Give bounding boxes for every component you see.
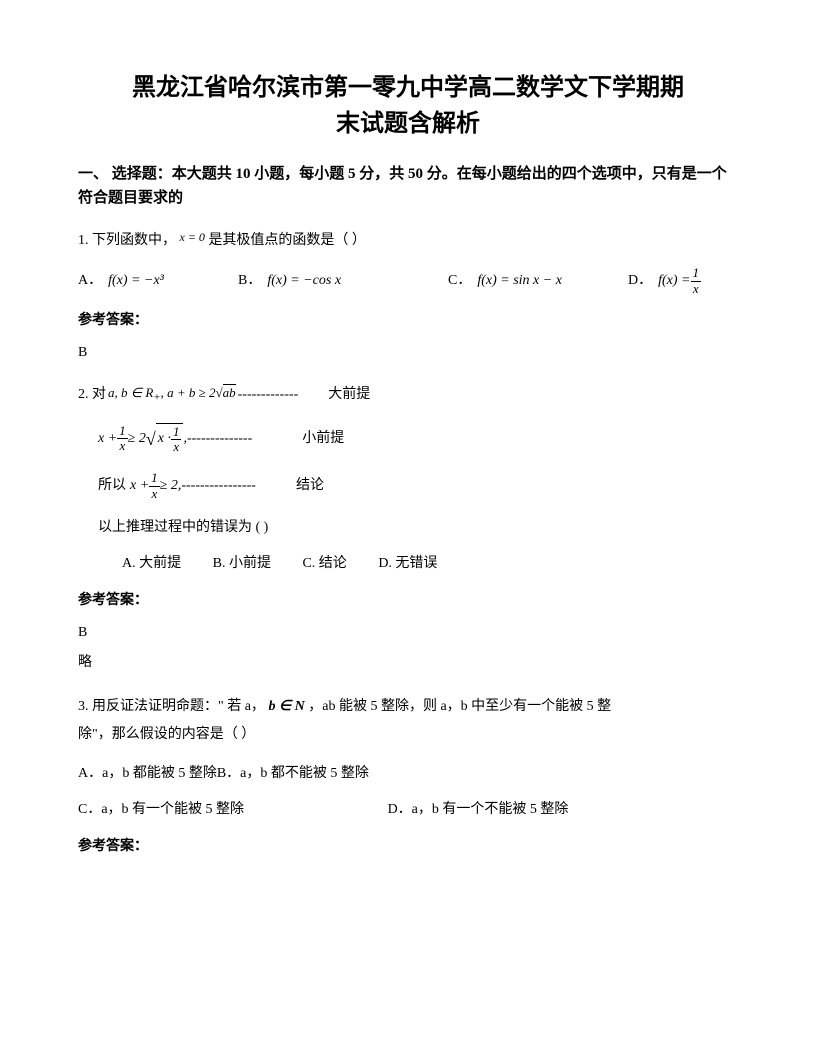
q3-stem-prefix: 3. 用反证法证明命题：" 若 a， bbox=[78, 699, 265, 714]
q3-row-1: A．a，b 都能被 5 整除B．a，b 都不能被 5 整除 bbox=[78, 763, 738, 785]
q2-conclusion-label: 结论 bbox=[296, 475, 324, 497]
q2-stem-prefix: 2. 对 bbox=[78, 384, 106, 406]
page-title: 黑龙江省哈尔滨市第一零九中学高二数学文下学期期 末试题含解析 bbox=[78, 70, 738, 142]
q1-optA-math: f(x) = −x³ bbox=[108, 270, 164, 292]
question-2-conclusion: 所以 x + 1x ≥ 2, ---------------- 结论 bbox=[78, 471, 738, 501]
q3-option-c: C．a，b 有一个能被 5 整除 bbox=[78, 802, 244, 817]
q2-conclusion-math: x + 1x ≥ 2, bbox=[130, 471, 181, 501]
q1-optB-math: f(x) = −cos x bbox=[267, 270, 341, 292]
q1-stem-suffix: 是其极值点的函数是（ ） bbox=[208, 233, 366, 248]
q1-option-b: B． f(x) = −cos x bbox=[238, 270, 448, 292]
q2-option-c: C. 结论 bbox=[302, 556, 346, 571]
q1-optD-math: f(x) = bbox=[658, 270, 690, 292]
q2-conclusion-prefix: 所以 bbox=[98, 475, 126, 497]
q3-options: A．a，b 都能被 5 整除B．a，b 都不能被 5 整除 C．a，b 有一个能… bbox=[78, 763, 738, 822]
title-line-2: 末试题含解析 bbox=[78, 106, 738, 142]
q2-major-math: a, b ∈ R+, a + b ≥ 2√ab bbox=[108, 383, 236, 407]
q1-option-a: A． f(x) = −x³ bbox=[78, 270, 238, 292]
q1-stem-math: x = 0 bbox=[180, 230, 205, 244]
q2-major-label: 大前提 bbox=[328, 384, 370, 406]
q2-options: A. 大前提 B. 小前提 C. 结论 D. 无错误 bbox=[78, 553, 738, 575]
q1-option-c: C． f(x) = sin x − x bbox=[448, 270, 628, 292]
q2-omit: 略 bbox=[78, 652, 738, 674]
answer-label-2: 参考答案： bbox=[78, 590, 738, 612]
title-line-1: 黑龙江省哈尔滨市第一零九中学高二数学文下学期期 bbox=[78, 70, 738, 106]
q2-dashes1: ------------- bbox=[238, 384, 299, 406]
q2-minor-math: x + 1x ≥ 2√x · 1x , bbox=[98, 423, 187, 456]
q2-question-line: 以上推理过程中的错误为 ( ) bbox=[78, 517, 738, 539]
question-3: 3. 用反证法证明命题：" 若 a， b ∈ N ，ab 能被 5 整除，则 a… bbox=[78, 693, 738, 749]
frac-1-over-x: 1 x bbox=[691, 266, 702, 296]
section-1-header: 一、 选择题：本大题共 10 小题，每小题 5 分，共 50 分。在每小题给出的… bbox=[78, 162, 738, 210]
answer-label-1: 参考答案： bbox=[78, 310, 738, 332]
q3-row-2: C．a，b 有一个能被 5 整除 D．a，b 有一个不能被 5 整除 bbox=[78, 799, 738, 821]
q1-options: A． f(x) = −x³ B． f(x) = −cos x C． f(x) =… bbox=[78, 266, 738, 296]
q2-dashes3: ---------------- bbox=[181, 475, 256, 497]
answer-label-3: 参考答案： bbox=[78, 836, 738, 858]
q3-stem-mid: ，ab 能被 5 整除，则 a，b 中至少有一个能被 5 整 bbox=[308, 699, 611, 714]
q3-option-a: A．a，b 都能被 5 整除 bbox=[78, 766, 217, 781]
q2-answer: B bbox=[78, 622, 738, 644]
question-2-minor: x + 1x ≥ 2√x · 1x , -------------- 小前提 bbox=[78, 423, 738, 456]
q2-minor-label: 小前提 bbox=[302, 428, 344, 450]
question-1: 1. 下列函数中， x = 0 是其极值点的函数是（ ） bbox=[78, 228, 738, 252]
q2-option-a: A. 大前提 bbox=[122, 556, 181, 571]
q1-option-d: D． f(x) = 1 x bbox=[628, 266, 701, 296]
q3-option-b: B．a，b 都不能被 5 整除 bbox=[217, 766, 369, 781]
q2-option-d: D. 无错误 bbox=[378, 556, 437, 571]
question-2-major: 2. 对 a, b ∈ R+, a + b ≥ 2√ab -----------… bbox=[78, 383, 738, 407]
q3-option-d: D．a，b 有一个不能被 5 整除 bbox=[388, 802, 569, 817]
q3-stem-math: b ∈ N bbox=[268, 699, 304, 714]
q1-optC-math: f(x) = sin x − x bbox=[477, 270, 562, 292]
q2-option-b: B. 小前提 bbox=[213, 556, 271, 571]
q1-stem-prefix: 1. 下列函数中， bbox=[78, 233, 176, 248]
q2-dashes2: -------------- bbox=[187, 428, 252, 450]
q1-answer: B bbox=[78, 342, 738, 364]
q3-stem-suffix: 除"，那么假设的内容是（ ） bbox=[78, 721, 738, 749]
